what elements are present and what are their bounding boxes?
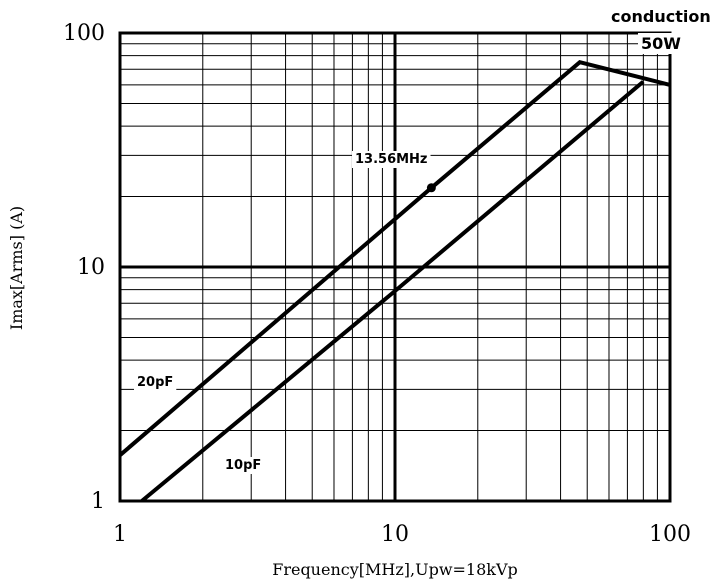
annotation-50w-backdrop [638,33,685,54]
x-axis-label: Frequency[MHz],Upw=18kVp [272,560,518,579]
x-tick-label: 1 [113,522,127,547]
series-lines [118,60,671,503]
series-label-10pF: 10pF [225,458,261,473]
y-tick-label: 1 [91,489,105,514]
annotation-13-56mhz-backdrop [352,151,431,168]
series-label-20pF-backdrop [134,374,177,391]
annotation-conduction-backdrop [608,6,714,27]
tick-labels: 1 10 100 1 10 100 [63,21,691,547]
x-tick-label: 100 [649,522,691,547]
marker-13-56mhz [426,183,436,193]
annotation-13-56mhz: 13.56MHz [355,152,428,167]
y-axis-label: Imax[Arms] (A) [7,206,26,330]
y-tick-label: 10 [77,255,105,280]
annotation-conduction: conduction [611,7,711,26]
series-line-20pF [118,60,671,457]
series-label-20pF: 20pF [137,375,173,390]
y-tick-label: 100 [63,21,105,46]
series-line-10pF [140,80,645,503]
annotations: 20pF 10pF 13.56MHz conduction 50W [134,6,714,474]
annotation-50w: 50W [641,34,681,53]
grid [120,33,670,501]
series-label-10pF-backdrop [222,457,265,474]
plot-frame [118,31,672,503]
x-tick-label: 10 [381,522,409,547]
